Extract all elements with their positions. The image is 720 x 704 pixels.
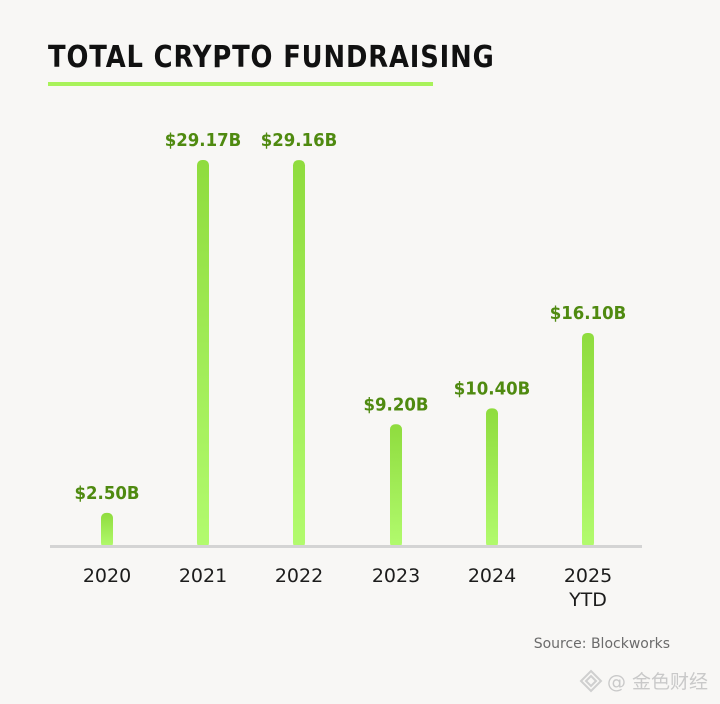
bar-2022	[293, 160, 305, 548]
x-tick-label: 2025 YTD	[564, 565, 612, 611]
x-tick-label: 2023	[372, 565, 420, 587]
bar-2024	[486, 408, 498, 548]
x-tick-label: 2022	[275, 565, 323, 587]
value-label: $9.20B	[364, 395, 429, 416]
bar-2023	[390, 424, 402, 548]
bar-2020	[101, 512, 113, 548]
bar-2021	[197, 160, 209, 548]
x-tick-label-line: 2025	[564, 565, 612, 587]
x-tick-label-line: 2023	[372, 565, 420, 587]
value-label: $29.16B	[261, 131, 337, 152]
labels-layer: $2.50B $29.17B $29.16B $9.20B $10.40B $16.10B	[75, 130, 627, 504]
bars-layer	[101, 160, 594, 548]
diamond-logo-icon	[579, 669, 603, 693]
x-tick-label-line: YTD	[568, 589, 607, 611]
x-tick-label-line: 2024	[468, 565, 516, 587]
value-label: $2.50B	[75, 483, 140, 504]
title-underline	[48, 82, 433, 86]
value-label: $10.40B	[454, 379, 530, 400]
chart-title: TOTAL CRYPTO FUNDRAISING	[48, 40, 495, 75]
watermark-text: @ 金色财经	[606, 671, 708, 693]
x-tick-labels: 2020 2021 2022 2023 2024 2025 YTD	[83, 565, 612, 611]
value-label: $29.17B	[165, 130, 241, 151]
x-tick-label-line: 2021	[179, 565, 227, 587]
watermark: @ 金色财经	[579, 667, 708, 694]
value-label: $16.10B	[550, 303, 626, 324]
x-tick-label-line: 2020	[83, 565, 131, 587]
x-tick-label: 2020	[83, 565, 131, 587]
x-tick-label: 2024	[468, 565, 516, 587]
x-tick-label-line: 2022	[275, 565, 323, 587]
source-note: Source: Blockworks	[533, 636, 670, 652]
x-tick-label: 2021	[179, 565, 227, 587]
bar-2025-ytd	[582, 332, 594, 548]
